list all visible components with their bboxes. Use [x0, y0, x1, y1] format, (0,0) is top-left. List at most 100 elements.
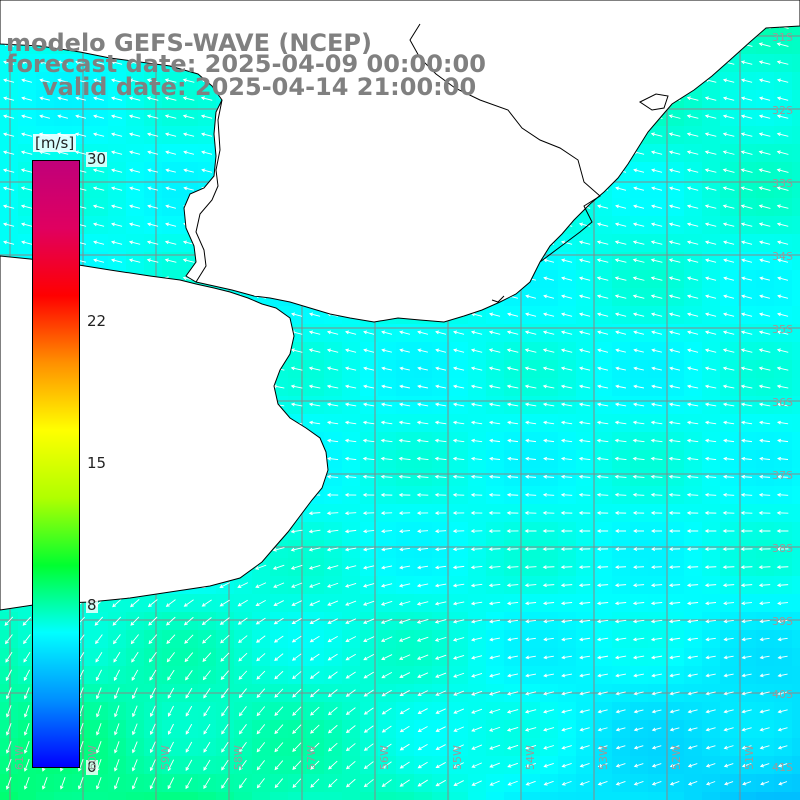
wind-arrow — [740, 402, 753, 407]
wind-arrow — [417, 744, 428, 751]
wind-cell — [450, 792, 469, 800]
wind-arrow — [632, 294, 645, 299]
wind-cell — [162, 792, 181, 800]
wind-arrow — [687, 745, 698, 750]
wind-arrow — [470, 565, 483, 570]
wind-arrow — [758, 565, 771, 570]
wind-arrow — [506, 583, 519, 588]
wind-arrow — [560, 456, 573, 461]
wind-arrow — [578, 222, 591, 227]
wind-arrow — [201, 150, 213, 155]
wind-arrow — [362, 511, 375, 516]
wind-arrow — [111, 60, 123, 65]
wind-arrow — [327, 635, 338, 643]
wind-arrow — [146, 96, 159, 101]
wind-arrow — [184, 634, 194, 644]
wind-arrow — [489, 655, 501, 660]
wind-arrow — [147, 599, 158, 608]
wind-arrow — [668, 492, 681, 497]
wind-arrow — [308, 529, 321, 534]
wind-arrow — [651, 529, 663, 533]
wind-arrow — [777, 655, 788, 660]
wind-cell — [288, 792, 307, 800]
wind-arrow — [470, 619, 483, 624]
wind-arrow — [704, 330, 717, 335]
wind-arrow — [182, 78, 195, 83]
longitude-label: 51W — [743, 745, 756, 770]
wind-arrow — [704, 402, 717, 407]
wind-arrow — [93, 132, 105, 137]
wind-arrow — [705, 258, 717, 263]
wind-cell — [324, 792, 343, 800]
wind-arrow — [57, 60, 69, 65]
wind-arrow — [256, 724, 266, 735]
wind-arrow — [524, 601, 537, 606]
wind-arrow — [274, 653, 284, 661]
wind-arrow — [256, 778, 265, 789]
wind-arrow — [614, 637, 627, 642]
wind-arrow — [380, 456, 393, 461]
longitude-label: 52W — [670, 745, 683, 770]
wind-arrow — [632, 438, 645, 443]
wind-arrow — [704, 474, 717, 479]
wind-cell — [594, 792, 613, 800]
wind-arrow — [327, 689, 338, 698]
wind-arrow — [203, 741, 211, 753]
wind-arrow — [183, 599, 194, 607]
wind-arrow — [615, 330, 627, 335]
wind-arrow — [758, 330, 771, 335]
wind-arrow — [524, 709, 537, 714]
wind-arrow — [77, 758, 84, 772]
wind-arrow — [345, 725, 356, 734]
wind-cell — [432, 792, 451, 800]
wind-arrow — [398, 402, 411, 407]
wind-arrow — [274, 778, 284, 789]
wind-arrow — [309, 653, 320, 661]
wind-arrow — [345, 689, 356, 697]
wind-arrow — [579, 348, 591, 353]
wind-arrow — [39, 96, 50, 101]
wind-arrow — [148, 616, 158, 626]
wind-arrow — [687, 366, 699, 371]
wind-arrow — [129, 204, 141, 209]
wind-arrow — [759, 637, 770, 642]
wind-arrow — [130, 616, 140, 626]
wind-arrow — [650, 583, 663, 588]
wind-arrow — [131, 651, 139, 663]
wind-arrow — [416, 438, 429, 443]
wind-arrow — [77, 777, 84, 790]
wind-arrow — [434, 619, 447, 624]
wind-arrow — [777, 294, 789, 299]
wind-arrow — [777, 276, 789, 281]
wind-arrow — [363, 671, 374, 679]
wind-arrow — [21, 132, 33, 137]
wind-arrow — [149, 777, 156, 790]
wind-arrow — [130, 599, 140, 608]
colorbar-tick-label: 15 — [86, 454, 108, 472]
wind-arrow — [147, 150, 159, 155]
wind-cell — [792, 378, 800, 397]
wind-cell — [792, 666, 800, 685]
wind-cell — [666, 792, 685, 800]
wind-arrow — [238, 670, 248, 680]
wind-arrow — [326, 474, 339, 479]
wind-cell — [792, 792, 800, 800]
wind-arrow — [759, 655, 770, 660]
wind-arrow — [506, 691, 519, 696]
colorbar-tick-label: 22 — [86, 312, 108, 331]
longitude-label: 53W — [597, 745, 610, 770]
wind-arrow — [488, 348, 501, 353]
wind-arrow — [165, 599, 176, 607]
wind-arrow — [759, 294, 771, 299]
wind-arrow — [3, 240, 15, 245]
wind-arrow — [131, 777, 138, 790]
wind-arrow — [128, 240, 141, 245]
wind-arrow — [651, 384, 663, 389]
wind-arrow — [579, 780, 590, 786]
wind-arrow — [723, 709, 734, 714]
wind-cell — [792, 594, 800, 613]
wind-arrow — [183, 616, 194, 626]
wind-arrow — [578, 474, 591, 479]
wind-arrow — [452, 438, 465, 443]
wind-arrow — [777, 619, 788, 624]
